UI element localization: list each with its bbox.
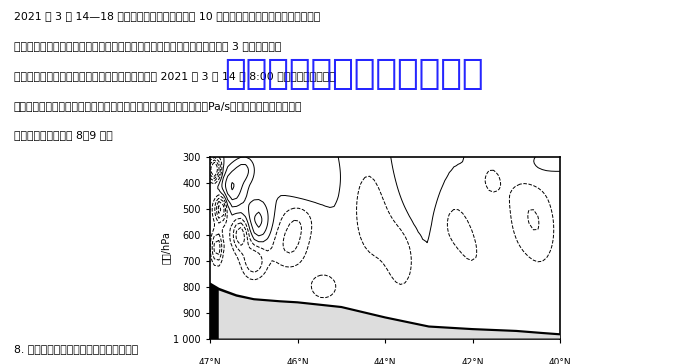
Text: 风从地面卷起大量沙尘，使能见度降低的天气现象。沙尘天气形成需要满足 3 个基本条件：: 风从地面卷起大量沙尘，使能见度降低的天气现象。沙尘天气形成需要满足 3 个基本条… xyxy=(14,41,281,51)
Text: 46°N
112°E: 46°N 112°E xyxy=(284,358,311,364)
Text: 微信公众号关注：趣找答案: 微信公众号关注：趣找答案 xyxy=(224,57,483,91)
Polygon shape xyxy=(218,290,560,339)
Text: 示辐合）。据此完成 8）9 题。: 示辐合）。据此完成 8）9 题。 xyxy=(14,130,113,141)
Text: 大风、沙尘源地以及不稳定的大气层结。下图示意 2021 年 3 月 14 日 8:00 蒙古国到我国华北部: 大风、沙尘源地以及不稳定的大气层结。下图示意 2021 年 3 月 14 日 8… xyxy=(14,71,336,81)
Y-axis label: 气压/hPa: 气压/hPa xyxy=(160,231,171,264)
Polygon shape xyxy=(210,284,560,339)
Text: 42°N
116°E: 42°N 116°E xyxy=(458,358,486,364)
Text: 8. 图示时刻，下列关于大气运动正确的是: 8. 图示时刻，下列关于大气运动正确的是 xyxy=(14,344,138,355)
Text: 47°N
110°E: 47°N 110°E xyxy=(196,358,224,364)
Text: 分地区大气垂直速度剖面（阴影为地形，垂直速度为等值线，单位：Pa/s，正值表示辐散，负值表: 分地区大气垂直速度剖面（阴影为地形，垂直速度为等值线，单位：Pa/s，正值表示辐… xyxy=(14,101,302,111)
Text: 2021 年 3 月 14—18 日，我国北方地区遭遇了近 10 年来最强沙尘暴天气。沙尘暴是指强: 2021 年 3 月 14—18 日，我国北方地区遭遇了近 10 年来最强沙尘暴… xyxy=(14,11,320,21)
Text: 40°N
117°E: 40°N 117°E xyxy=(546,358,574,364)
Text: 44°N
114°E: 44°N 114°E xyxy=(372,358,398,364)
